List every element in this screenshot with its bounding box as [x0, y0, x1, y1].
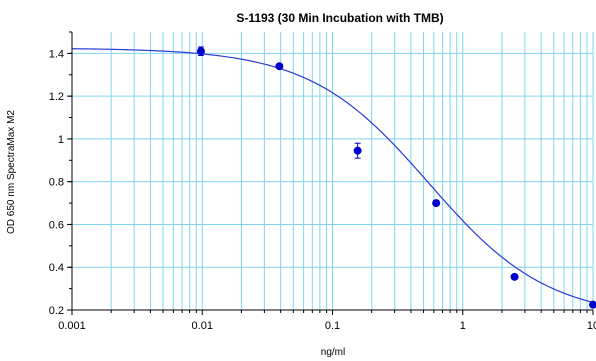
tick-labels: 0.001 0.01 0.1 1 10 0.2 0.4 0.6 0.8 1 1.2 1.4	[49, 48, 596, 332]
data-point	[196, 47, 205, 56]
chart-title: S-1193 (30 Min Incubation with TMB)	[236, 11, 443, 25]
data-point	[432, 199, 441, 208]
y-tick-label: 1.4	[49, 48, 64, 60]
data-point	[275, 62, 284, 71]
data-point	[353, 146, 362, 155]
y-tick-label: 1	[58, 134, 64, 146]
y-tick-label: 0.6	[49, 219, 64, 231]
fit-curve	[71, 48, 594, 303]
y-axis-label: OD 650 nm SpectraMax M2	[6, 110, 17, 234]
x-tick-label: 0.01	[192, 320, 213, 332]
data-point	[589, 300, 596, 309]
y-tick-label: 0.8	[49, 177, 64, 189]
x-tick-label: 0.001	[58, 320, 86, 332]
x-axis-label: ng/ml	[321, 347, 345, 358]
axes	[67, 31, 594, 315]
grid	[71, 32, 594, 311]
y-tick-label: 1.2	[49, 91, 64, 103]
x-tick-label: 10	[587, 320, 596, 332]
x-tick-label: 1	[460, 320, 466, 332]
fit-curve-group	[71, 48, 594, 303]
x-tick-label: 0.1	[325, 320, 340, 332]
data-points	[196, 46, 596, 309]
y-tick-label: 0.4	[49, 262, 64, 274]
data-point	[510, 272, 519, 281]
y-tick-label: 0.2	[49, 305, 64, 317]
